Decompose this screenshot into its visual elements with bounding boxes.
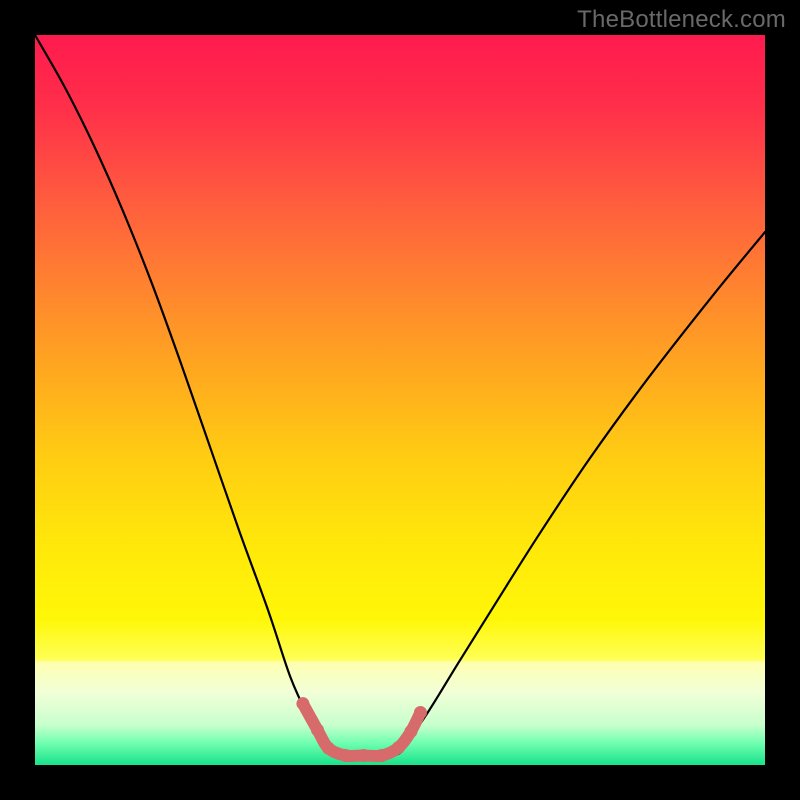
attribution-text: TheBottleneck.com xyxy=(577,6,786,34)
marker-dot xyxy=(375,749,388,762)
marker-dot xyxy=(414,706,427,719)
marker-dot xyxy=(404,725,417,738)
marker-dot xyxy=(392,741,405,754)
marker-dot xyxy=(339,749,352,762)
marker-dot xyxy=(357,749,370,762)
plot-bg xyxy=(35,35,765,765)
chart-container: TheBottleneck.com xyxy=(0,0,800,800)
marker-dot xyxy=(296,697,309,710)
marker-dot xyxy=(322,742,335,755)
chart-svg xyxy=(0,0,800,800)
marker-dot xyxy=(311,723,324,736)
